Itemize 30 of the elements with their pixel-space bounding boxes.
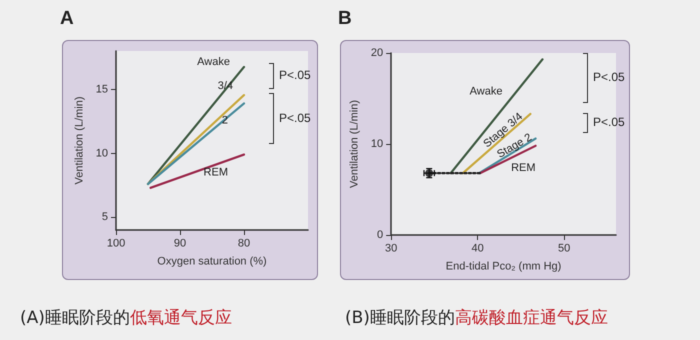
x-axis-title: End-tidal Pco₂ (mm Hg) [446,260,562,272]
x-tick-label: 40 [471,242,484,254]
x-tick-label: 80 [238,238,250,250]
y-tick-label: 0 [377,229,384,241]
x-tick-label: 30 [385,242,398,254]
series-label: REM [511,162,536,174]
text: (B)睡眠阶段的 [345,308,455,328]
y-tick-label: 20 [370,47,384,59]
x-tick-label: 90 [174,238,186,250]
annotation: P<.05 [279,110,311,124]
series-label: Awake [197,56,230,68]
annotation: P<.05 [593,115,625,129]
text: 高碳酸血症通气反应 [454,308,608,328]
y-tick-label: 10 [96,147,108,160]
text: 低氧通气反应 [130,308,232,328]
series-label: Awake [470,85,502,98]
annotation: P<.05 [593,70,625,84]
chart-title: A [60,8,74,30]
y-tick-label: 15 [96,83,108,96]
x-axis-title: Oxygen saturation (%) [157,256,267,268]
y-tick-label: 10 [370,138,384,150]
x-tick-label: 50 [558,242,570,254]
x-tick-label: 100 [106,238,126,250]
y-axis-title: Ventilation (L/min) [73,96,86,185]
text: (A)睡眠阶段的 [20,308,130,328]
chart-title: B [338,8,352,30]
y-tick-label: 5 [102,211,108,224]
y-axis-title: Ventilation (L/min) [348,100,360,188]
annotation: P<.05 [279,68,311,82]
series-label: REM [204,166,228,179]
